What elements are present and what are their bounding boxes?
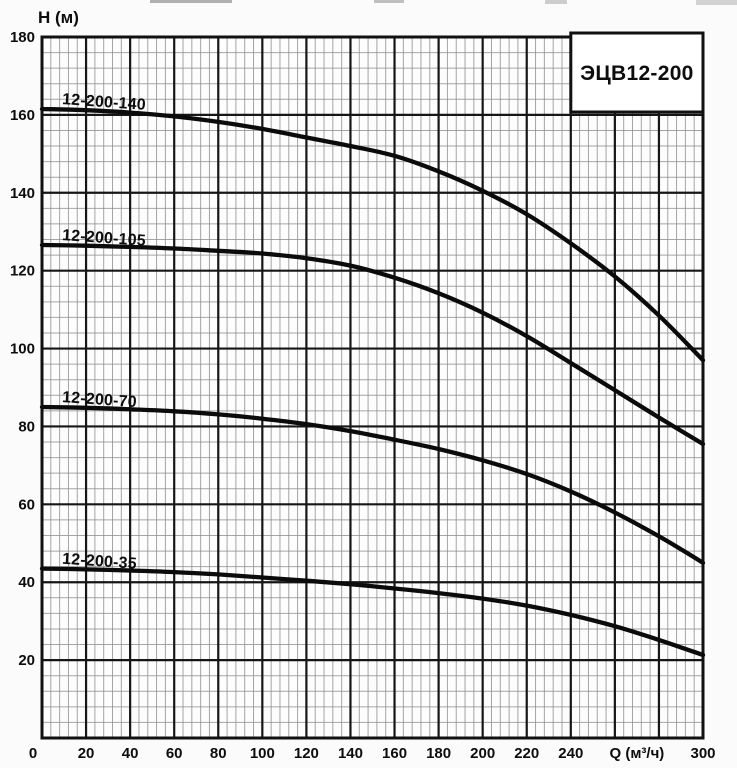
x-tick-label-160: 160 — [382, 745, 407, 762]
x-tick-label-20: 20 — [78, 745, 95, 762]
y-tick-label-140: 140 — [10, 185, 35, 202]
curve-12-200-35 — [39, 566, 706, 658]
x-axis-title: Q (м³/ч) — [610, 745, 665, 762]
grid — [40, 35, 705, 740]
curve-label-12-200-35: 12-200-35 — [62, 551, 138, 573]
x-tick-label-300: 300 — [690, 745, 715, 762]
x-tick-label-0: 0 — [29, 745, 37, 762]
x-tick-label-200: 200 — [470, 745, 495, 762]
y-axis-title: H (м) — [38, 8, 79, 27]
x-tick-label-180: 180 — [426, 745, 451, 762]
title-box-rect — [569, 31, 705, 114]
y-tick-label-160: 160 — [10, 107, 35, 124]
scan-artifact — [374, 0, 404, 3]
y-tick-label-180: 180 — [10, 29, 35, 46]
chart-title: ЭЦВ12-200 — [580, 62, 694, 85]
x-tick-label-100: 100 — [250, 745, 275, 762]
scan-artifact — [150, 0, 232, 3]
y-tick-label-100: 100 — [10, 341, 35, 358]
curve-labels: 12-200-140 12-200-105 12-200-70 12-200-35 — [62, 91, 147, 573]
y-tick-label-60: 60 — [18, 496, 35, 513]
x-tick-label-220: 220 — [514, 745, 539, 762]
x-tick-label-240: 240 — [558, 745, 583, 762]
curve-label-12-200-140: 12-200-140 — [62, 91, 147, 114]
x-tick-label-60: 60 — [166, 745, 183, 762]
scan-artifact — [696, 0, 737, 5]
y-tick-label-120: 120 — [10, 263, 35, 280]
plot-border — [40, 35, 705, 740]
plot-area — [42, 37, 703, 738]
title-box — [569, 31, 705, 114]
curve-12-200-105 — [39, 242, 706, 447]
y-tick-label-40: 40 — [18, 574, 35, 591]
plot-background — [42, 37, 703, 738]
x-tick-label-80: 80 — [210, 745, 227, 762]
x-tick-label-40: 40 — [122, 745, 139, 762]
y-tick-label-20: 20 — [18, 652, 35, 669]
scan-artifact — [545, 0, 567, 4]
x-tick-label-140: 140 — [338, 745, 363, 762]
curve-12-200-140 — [39, 106, 706, 363]
plot-frame — [40, 35, 705, 740]
pump-curves — [39, 106, 706, 658]
x-tick-label-120: 120 — [294, 745, 319, 762]
curve-label-12-200-105: 12-200-105 — [62, 227, 147, 250]
y-tick-label-80: 80 — [18, 418, 35, 435]
curve-label-12-200-70: 12-200-70 — [62, 389, 138, 411]
curve-12-200-70 — [39, 404, 706, 565]
scan-artifacts — [150, 0, 737, 5]
